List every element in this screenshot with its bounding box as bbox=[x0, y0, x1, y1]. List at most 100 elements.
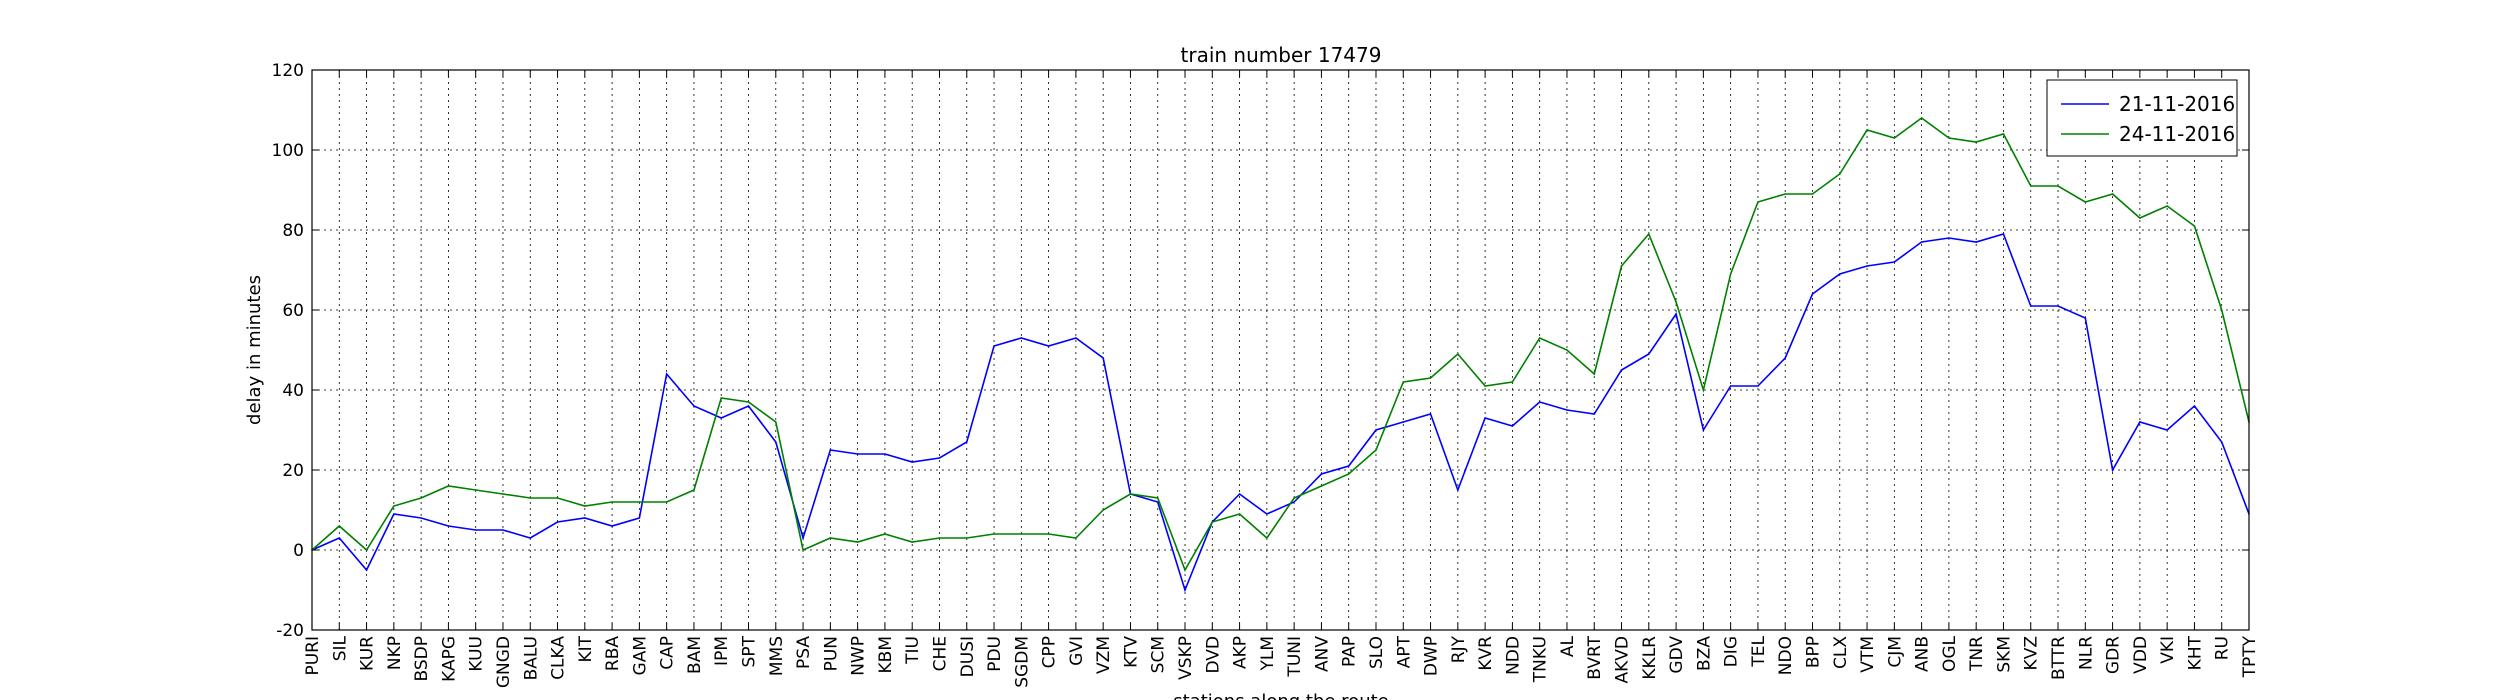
data-point bbox=[393, 505, 395, 507]
data-point bbox=[1156, 501, 1159, 503]
y-tick-label: 60 bbox=[282, 301, 304, 321]
legend-label: 21-11-2016 bbox=[2119, 92, 2235, 116]
data-point bbox=[1702, 429, 1705, 431]
data-point bbox=[1893, 261, 1896, 263]
x-tick-label: CAP bbox=[658, 636, 678, 670]
data-point bbox=[584, 517, 586, 519]
data-point bbox=[338, 537, 341, 539]
x-tick-label: CJM bbox=[1885, 636, 1905, 668]
x-tick-label: GAM bbox=[630, 636, 650, 675]
x-tick-label: TIU bbox=[903, 636, 923, 665]
data-point bbox=[1484, 385, 1486, 387]
x-tick-label: BTTR bbox=[2049, 636, 2069, 680]
x-tick-label: PUN bbox=[821, 636, 841, 671]
data-point bbox=[1238, 513, 1241, 515]
x-tick-label: PDU bbox=[985, 636, 1005, 672]
x-tick-label: KAPG bbox=[439, 636, 459, 682]
data-point bbox=[720, 397, 723, 399]
data-point bbox=[611, 525, 613, 527]
x-tick-label: AKP bbox=[1231, 636, 1251, 669]
x-tick-label: BALU bbox=[521, 636, 541, 680]
x-tick-label: PSA bbox=[794, 636, 814, 669]
data-point bbox=[1102, 357, 1104, 359]
data-point bbox=[829, 449, 832, 451]
y-tick-label: 40 bbox=[282, 381, 304, 401]
data-point bbox=[1811, 293, 1814, 295]
data-point bbox=[1784, 357, 1787, 359]
data-point bbox=[2002, 133, 2005, 135]
x-tick-label: GDR bbox=[2104, 636, 2124, 674]
x-tick-label: SCM bbox=[1149, 636, 1169, 673]
data-point bbox=[556, 497, 559, 499]
data-point bbox=[1347, 473, 1350, 475]
x-tick-label: NKP bbox=[385, 636, 405, 670]
x-tick-label: ANB bbox=[1913, 636, 1933, 672]
x-tick-label: CLX bbox=[1831, 636, 1851, 669]
data-point bbox=[447, 485, 450, 487]
x-tick-label: TNKU bbox=[1531, 636, 1551, 683]
data-point bbox=[1511, 381, 1514, 383]
data-point bbox=[1156, 497, 1159, 499]
data-point bbox=[1075, 537, 1077, 539]
x-tick-label: KUR bbox=[358, 636, 378, 671]
data-point bbox=[1866, 129, 1868, 131]
data-point bbox=[1948, 137, 1950, 139]
data-point bbox=[2084, 201, 2087, 203]
x-tick-label: BAM bbox=[685, 636, 705, 674]
data-point bbox=[2111, 193, 2114, 195]
data-point bbox=[1429, 413, 1432, 415]
data-point bbox=[665, 373, 668, 375]
data-point bbox=[1811, 193, 1814, 195]
x-tick-label: DWP bbox=[1422, 636, 1442, 676]
data-point bbox=[2002, 233, 2005, 235]
data-point bbox=[1047, 345, 1050, 347]
data-point bbox=[1866, 265, 1868, 267]
x-tick-label: KUU bbox=[467, 636, 487, 672]
data-point bbox=[1920, 241, 1923, 243]
x-tick-label: ANV bbox=[1312, 636, 1332, 672]
data-point bbox=[1293, 497, 1295, 499]
x-tick-label: PAP bbox=[1340, 636, 1360, 667]
x-tick-label: GDV bbox=[1667, 636, 1687, 674]
grid-lines bbox=[312, 70, 2249, 630]
x-tick-label: KBM bbox=[876, 636, 896, 673]
y-tick-label: 20 bbox=[282, 461, 304, 481]
x-tick-label: BVRT bbox=[1585, 635, 1605, 679]
data-point bbox=[1266, 513, 1268, 515]
data-point bbox=[1266, 537, 1268, 539]
x-tick-label: YLM bbox=[1258, 636, 1278, 672]
x-tick-label: NWP bbox=[849, 636, 869, 676]
x-tick-label: SKM bbox=[1994, 636, 2014, 673]
data-point bbox=[1129, 493, 1132, 495]
x-tick-label: KVR bbox=[1476, 636, 1496, 671]
data-point bbox=[1566, 409, 1568, 411]
x-tick-label: NDD bbox=[1503, 636, 1523, 675]
data-point bbox=[829, 537, 832, 539]
data-point bbox=[1347, 465, 1350, 467]
data-point bbox=[2057, 185, 2059, 187]
x-tick-label: SIL bbox=[330, 635, 350, 661]
x-tick-label: KVZ bbox=[2022, 636, 2042, 670]
data-point bbox=[365, 569, 368, 571]
data-point bbox=[693, 405, 695, 407]
x-tick-label: MMS bbox=[767, 636, 787, 676]
x-tick-label: PURI bbox=[303, 636, 323, 676]
data-point bbox=[1075, 337, 1077, 339]
data-point bbox=[584, 505, 586, 507]
data-point bbox=[1375, 429, 1377, 431]
x-tick-label: SPT bbox=[740, 635, 760, 667]
data-point bbox=[611, 501, 613, 503]
data-point bbox=[802, 537, 804, 539]
data-point bbox=[2139, 217, 2141, 219]
data-point bbox=[2220, 441, 2223, 443]
data-point bbox=[529, 537, 532, 539]
x-tick-label: KIT bbox=[576, 635, 596, 662]
data-point bbox=[1320, 485, 1323, 487]
data-point bbox=[1511, 425, 1514, 427]
legend: 21-11-2016 24-11-2016 bbox=[2046, 79, 2238, 157]
data-point bbox=[2139, 421, 2141, 423]
data-point bbox=[1020, 337, 1023, 339]
data-point bbox=[1975, 241, 1977, 243]
data-point bbox=[420, 497, 422, 499]
data-point bbox=[856, 541, 859, 543]
